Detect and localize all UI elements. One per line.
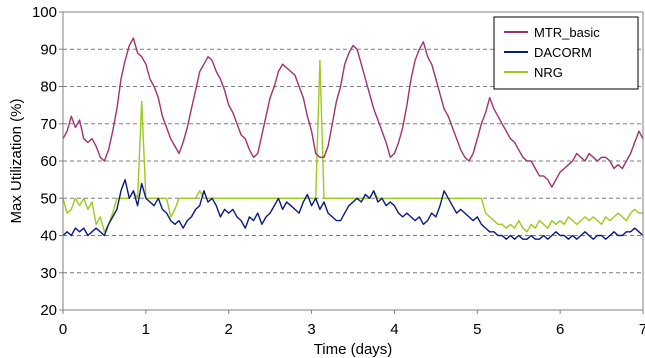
- legend: MTR_basic DACORM NRG: [493, 16, 639, 90]
- y-tick-label: 80: [40, 79, 57, 96]
- series-lines: [62, 37, 644, 240]
- x-axis-title: Time (days): [314, 341, 393, 358]
- y-tick-label: 30: [40, 265, 57, 282]
- series-line-mtr-basic: [62, 37, 644, 188]
- x-tick-label: 3: [307, 321, 315, 338]
- y-tick-label: 90: [40, 41, 57, 58]
- x-tick-label: 6: [556, 321, 564, 338]
- x-tick-label: 0: [59, 321, 67, 338]
- y-axis-title: Max Utilization (%): [8, 98, 25, 223]
- y-tick-label: 40: [40, 228, 57, 245]
- legend-label: MTR_basic: [534, 25, 600, 40]
- x-tick-label: 2: [225, 321, 233, 338]
- legend-label: DACORM: [534, 45, 592, 60]
- y-tick-label: 50: [40, 190, 57, 207]
- x-tick-label: 5: [473, 321, 481, 338]
- x-axis-ticks: 0 1 2 3 4 5 6 7: [59, 310, 645, 338]
- y-tick-label: 20: [40, 302, 57, 319]
- series-line-dacorm: [62, 178, 644, 240]
- series-line-nrg: [62, 59, 643, 233]
- x-tick-label: 1: [142, 321, 150, 338]
- y-tick-label: 100: [32, 4, 57, 21]
- y-tick-label: 70: [40, 116, 57, 133]
- x-tick-label: 7: [639, 321, 645, 338]
- y-axis-ticks: 20 30 40 50 60 70 80 90 100: [32, 4, 63, 319]
- legend-label: NRG: [534, 65, 563, 80]
- x-tick-label: 4: [390, 321, 398, 338]
- y-tick-label: 60: [40, 153, 57, 170]
